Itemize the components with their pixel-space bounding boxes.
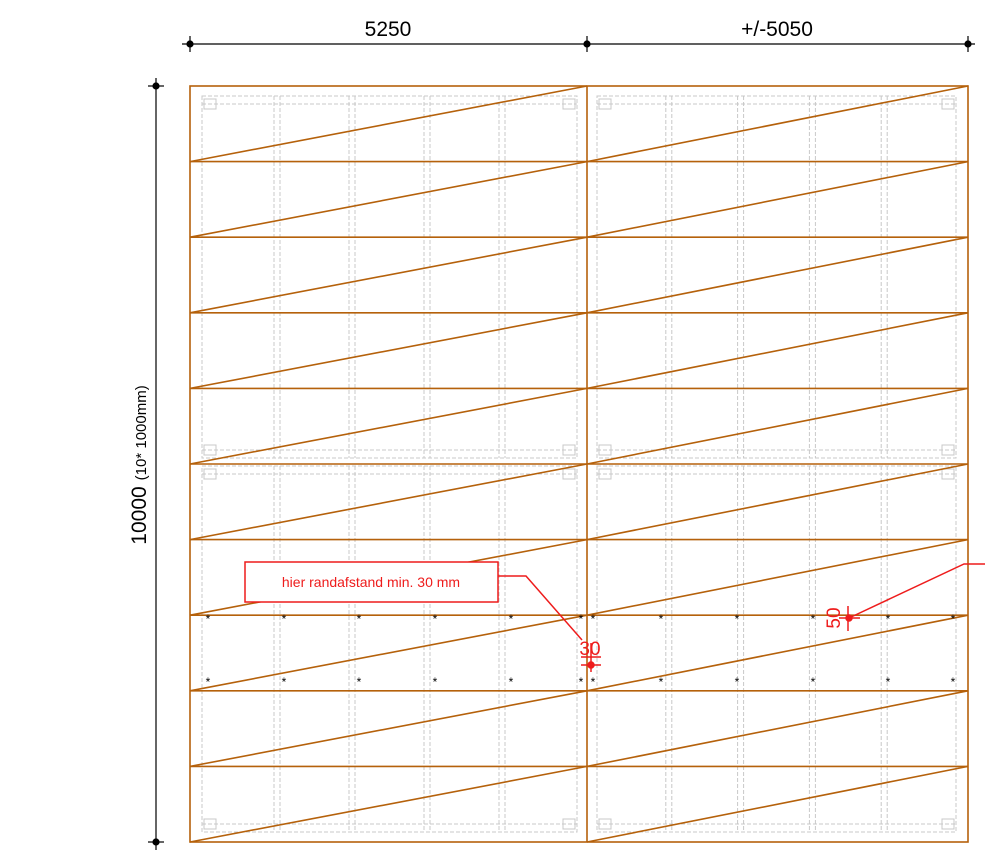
timber-diagonal: [586, 538, 969, 616]
timber-diagonal: [189, 312, 588, 390]
underlay-corner: [941, 98, 955, 110]
underlay-panel: [201, 95, 578, 459]
timber-diagonal: [586, 765, 969, 843]
left-dimension: [148, 78, 164, 850]
top-dimension: [182, 36, 975, 52]
underlay-corner: [203, 468, 217, 480]
timber-diagonal: [586, 387, 969, 465]
edge-30-label: 30: [579, 639, 600, 660]
fastener-mark: *: [433, 612, 438, 626]
fastener-mark: *: [951, 675, 956, 689]
fastener-mark: *: [811, 612, 816, 626]
fastener-marks: * * * * * * * * * * * * * * * * * * * * * * * *: [206, 612, 956, 689]
fastener-mark: *: [886, 612, 891, 626]
underlay-corner: [203, 818, 217, 830]
timber-grid: [189, 85, 969, 843]
timber-diagonal: [189, 690, 588, 768]
timber-diagonal: [586, 312, 969, 390]
underlay-corner: [203, 444, 217, 456]
underlay-corner: [598, 818, 612, 830]
underlay-panel: [596, 465, 957, 833]
underlay-corner: [562, 818, 576, 830]
fastener-mark: *: [735, 612, 740, 626]
fastener-mark: *: [579, 675, 584, 689]
timber-diagonal: [189, 160, 588, 238]
timber-diagonal: [586, 236, 969, 314]
underlay-corner: [941, 468, 955, 480]
timber-diagonal: [189, 387, 588, 465]
timber-diagonal: [189, 765, 588, 843]
fastener-mark: *: [951, 612, 956, 626]
underlay-corner: [562, 98, 576, 110]
fastener-mark: *: [591, 612, 596, 626]
timber-diagonal: [189, 463, 588, 541]
underlay-corner: [598, 98, 612, 110]
underlay-corner: [203, 98, 217, 110]
timber-diagonal: [586, 614, 969, 692]
fastener-mark: *: [357, 675, 362, 689]
underlay-corner: [562, 468, 576, 480]
fastener-mark: *: [886, 675, 891, 689]
timber-diagonal: [586, 690, 969, 768]
dimension-top-left: 5250: [365, 18, 412, 41]
substructure-underlay: [201, 95, 957, 833]
fastener-mark: *: [579, 612, 584, 626]
dimension-left-sub: (10* 1000mm): [133, 385, 150, 480]
fastener-mark: *: [357, 612, 362, 626]
dimension-left-main: 10000: [128, 486, 151, 544]
underlay-panel: [201, 465, 578, 833]
fastener-mark: *: [659, 675, 664, 689]
fastener-mark: *: [659, 612, 664, 626]
timber-diagonal: [189, 85, 588, 163]
underlay-corner: [598, 468, 612, 480]
fastener-mark: *: [735, 675, 740, 689]
edge-50-marker: [839, 563, 985, 631]
fastener-mark: *: [509, 612, 514, 626]
timber-diagonal: [586, 463, 969, 541]
dimension-left: 10000 (10* 1000mm): [128, 385, 151, 544]
underlay-corner: [941, 818, 955, 830]
underlay-corner: [598, 444, 612, 456]
underlay-corner: [562, 444, 576, 456]
dimension-top-right: +/-5050: [741, 18, 813, 41]
timber-diagonal: [586, 160, 969, 238]
underlay-corner: [941, 444, 955, 456]
timber-diagonal: [586, 85, 969, 163]
fastener-mark: *: [206, 675, 211, 689]
edge-distance-callout: hier randafstand min. 30 mm: [244, 561, 583, 641]
underlay-panel: [596, 95, 957, 459]
fastener-mark: *: [282, 612, 287, 626]
timber-diagonal: [189, 614, 588, 692]
timber-diagonal: [189, 236, 588, 314]
edge-50-label: 50: [824, 607, 845, 628]
fastener-mark: *: [206, 612, 211, 626]
fastener-mark: *: [433, 675, 438, 689]
fastener-mark: *: [509, 675, 514, 689]
fastener-mark: *: [282, 675, 287, 689]
fastener-mark: *: [591, 675, 596, 689]
edge-30-marker: [581, 643, 601, 672]
fastener-mark: *: [811, 675, 816, 689]
callout-text: hier randafstand min. 30 mm: [282, 574, 460, 590]
